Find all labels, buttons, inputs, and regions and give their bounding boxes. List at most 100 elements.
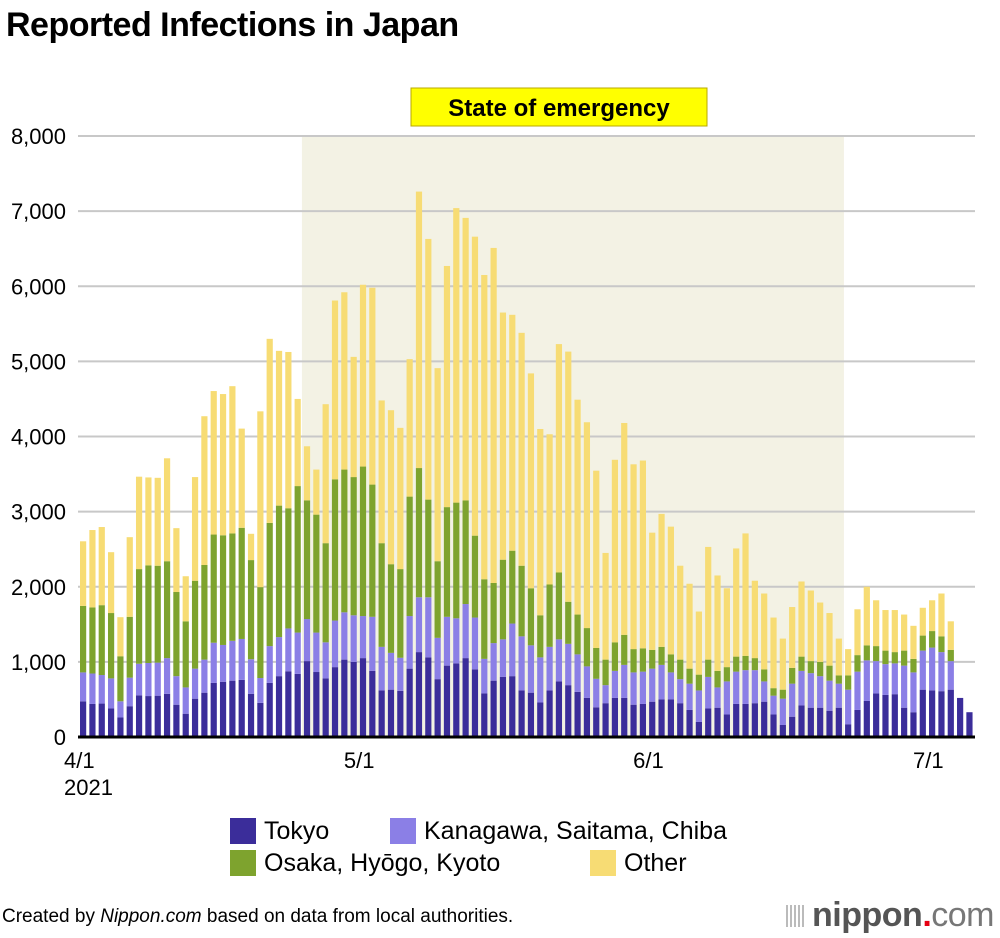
bar-segment-kansai: [583, 628, 591, 667]
bar-segment-kansai: [462, 500, 469, 605]
y-tick-label: 2,000: [11, 575, 66, 600]
bar-segment-kanto: [901, 665, 908, 708]
bar-segment-kanto: [938, 652, 945, 692]
chart-title: Reported Infections in Japan: [6, 6, 459, 44]
bar-segment-tokyo: [723, 714, 730, 737]
bar-segment-tokyo: [807, 707, 814, 737]
bar-segment-other: [163, 458, 171, 562]
bar-segment-kansai: [630, 649, 637, 673]
bar-segment-other: [798, 581, 805, 657]
bar-segment-kansai: [387, 564, 395, 653]
bar-segment-other: [565, 351, 572, 602]
bar-segment-tokyo: [546, 690, 553, 737]
bar-segment-tokyo: [163, 693, 171, 737]
bar-segment-tokyo: [901, 707, 908, 737]
bar-segment-other: [285, 351, 292, 509]
bar-segment-kanto: [490, 643, 497, 681]
bar-segment-kansai: [723, 667, 730, 682]
bar-segment-other: [238, 428, 245, 528]
bar-segment-kansai: [929, 631, 936, 648]
bar-segment-other: [854, 609, 861, 656]
bar-segment-tokyo: [630, 704, 637, 737]
bar-segment-kanto: [434, 637, 441, 680]
bar-segment-kansai: [639, 648, 646, 672]
bar-segment-kanto: [294, 632, 301, 674]
source-prefix: Created by: [2, 906, 101, 927]
bar-segment-kanto: [266, 646, 273, 683]
bar-segment-kansai: [499, 559, 507, 640]
bar-segment-other: [257, 411, 264, 588]
bar-segment-kansai: [285, 508, 292, 629]
bar-segment-tokyo: [854, 709, 861, 737]
bar-segment-kanto: [574, 654, 581, 692]
bar-segment-other: [677, 565, 684, 660]
y-tick-label: 7,000: [11, 199, 66, 224]
bar-segment-other: [546, 434, 553, 585]
bar-segment-tokyo: [611, 697, 619, 737]
bar-segment-other: [154, 477, 161, 566]
bar-segment-kansai: [257, 587, 264, 679]
bar-segment-kanto: [154, 662, 161, 696]
bar-segment-other: [126, 537, 133, 617]
stacked-bar-chart: State of emergency 0 1,000 2,000 3,000 4,000…: [11, 87, 975, 800]
bar-segment-kansai: [789, 667, 796, 684]
bar-segment-other: [807, 590, 814, 662]
bar-segment-other: [751, 580, 758, 659]
bar-segment-tokyo: [257, 702, 264, 737]
bar-segment-kanto: [817, 676, 824, 708]
bar-segment-other: [397, 427, 404, 570]
bar-segment-kansai: [733, 656, 740, 672]
bar-segment-tokyo: [910, 712, 917, 737]
bar-segment-kansai: [807, 661, 814, 674]
bar-segment-kansai: [649, 649, 656, 669]
bar-segment-tokyo: [574, 691, 581, 737]
bar-segment-other: [817, 602, 824, 662]
bar-segment-tokyo: [145, 696, 152, 737]
bar-segment-tokyo: [154, 695, 161, 737]
bar-segment-other: [602, 552, 609, 660]
bar-segment-kanto: [229, 640, 236, 681]
bar-segment-other: [117, 617, 124, 657]
bar-segment-kanto: [555, 639, 563, 682]
bar-segment-kanto: [210, 642, 217, 683]
bar-segment-other: [733, 548, 740, 657]
bar-segment-tokyo: [369, 670, 376, 737]
bar-segment-kanto: [929, 647, 936, 691]
bar-segment-tokyo: [201, 692, 208, 737]
bar-segment-tokyo: [331, 667, 339, 737]
bar-segment-other: [658, 513, 665, 647]
bar-segment-other: [453, 208, 460, 503]
bar-segment-tokyo: [639, 703, 646, 737]
bar-segment-tokyo: [322, 678, 329, 737]
legend-label: Kanagawa, Saitama, Chiba: [424, 816, 727, 845]
bar-segment-kansai: [98, 605, 105, 676]
bar-segment-kansai: [537, 615, 544, 658]
bar-segment-kanto: [173, 676, 180, 705]
bar-segment-kanto: [425, 597, 432, 658]
bar-segment-other: [882, 610, 889, 651]
bar-segment-kanto: [602, 685, 609, 704]
bar-segment-other: [761, 593, 768, 670]
bar-segment-tokyo: [387, 689, 395, 737]
bar-segment-other: [201, 416, 208, 565]
bar-segment-kansai: [779, 689, 786, 699]
bar-segment-kanto: [499, 639, 507, 677]
bar-segment-kansai: [555, 572, 563, 640]
bar-segment-kansai: [490, 582, 497, 644]
bar-segment-kanto: [247, 659, 255, 694]
bar-segment-kansai: [145, 565, 152, 663]
bar-segment-kansai: [742, 655, 749, 671]
bar-segment-kanto: [863, 660, 870, 701]
bar-segment-other: [574, 399, 581, 615]
bar-segment-kanto: [667, 672, 674, 700]
bar-segment-other: [770, 617, 777, 689]
bar-segment-tokyo: [873, 693, 880, 737]
bar-segment-kanto: [761, 681, 768, 702]
bar-segment-kansai: [835, 675, 842, 684]
bar-segment-other: [527, 373, 535, 589]
x-tick-label: 5/1: [344, 748, 375, 773]
bar-segment-kanto: [770, 695, 777, 715]
bar-segment-tokyo: [602, 703, 609, 737]
source-note: Created by Nippon.com based on data from…: [2, 906, 513, 928]
bar-segment-kansai: [397, 569, 404, 658]
